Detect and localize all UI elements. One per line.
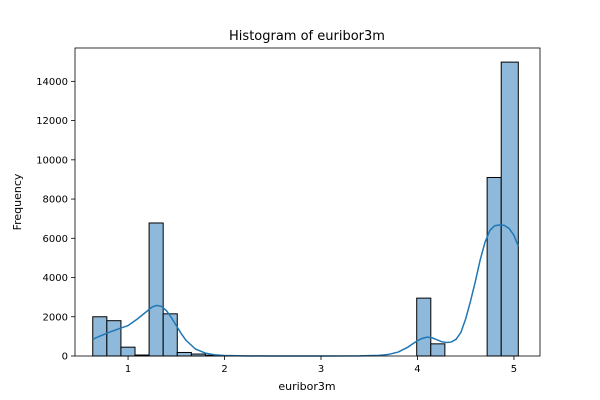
x-tick-label: 4: [414, 364, 420, 375]
chart-title: Histogram of euribor3m: [229, 29, 385, 44]
x-axis-label: euribor3m: [278, 380, 335, 393]
bars-layer: [92, 61, 519, 357]
x-tick-label: 3: [318, 364, 324, 375]
y-tick-label: 6000: [43, 234, 68, 245]
y-tick-label: 2000: [43, 312, 68, 323]
kde-curve: [92, 224, 519, 357]
y-tick-label: 10000: [36, 155, 68, 166]
y-tick-label: 14000: [36, 77, 68, 88]
x-axis-ticks: 1 2 3 4 5: [125, 356, 517, 375]
histogram-bar: [148, 222, 164, 357]
y-tick-label: 0: [62, 352, 68, 363]
histogram-bar: [106, 320, 122, 357]
histogram-bar: [176, 351, 192, 357]
histogram-bar: [500, 61, 519, 357]
y-tick-label: 4000: [43, 273, 68, 284]
y-axis-label: Frequency: [11, 173, 24, 230]
histogram-bar: [416, 297, 432, 357]
histogram-bar: [486, 176, 502, 357]
histogram-bar: [162, 313, 178, 357]
plot-frame: [74, 47, 541, 357]
y-tick-label: 12000: [36, 116, 68, 127]
histogram-bar: [120, 346, 136, 357]
y-tick-label: 8000: [43, 195, 68, 206]
histogram-bar: [430, 343, 446, 357]
x-tick-label: 5: [511, 364, 517, 375]
x-tick-label: 1: [125, 364, 131, 375]
x-tick-label: 2: [221, 364, 227, 375]
y-axis-ticks: 0 2000 4000 6000 8000 10000 12000 14000: [36, 77, 75, 363]
